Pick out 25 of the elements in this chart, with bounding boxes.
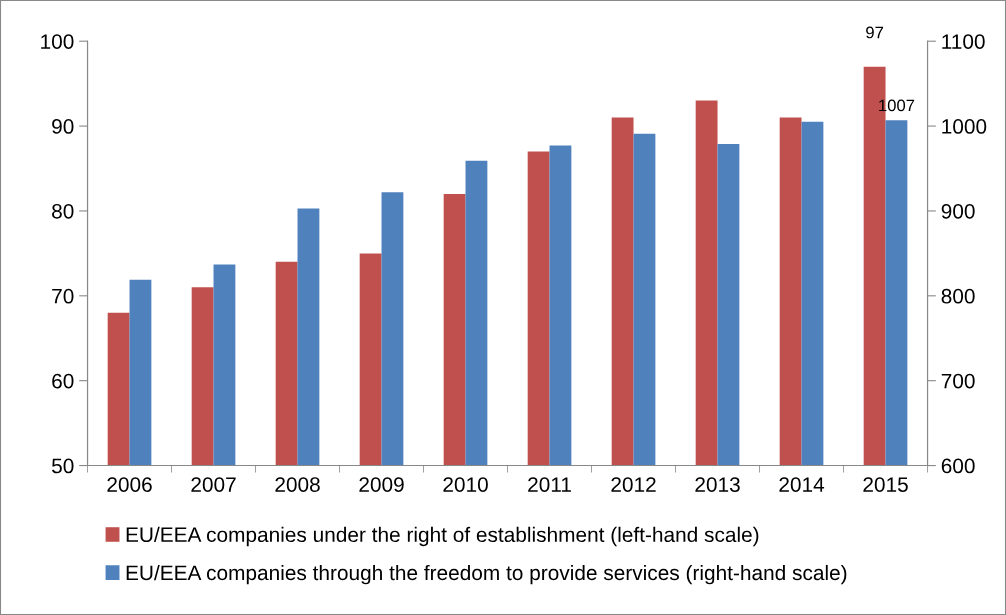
y-tick-label: 90 — [52, 119, 74, 134]
y-tick-label: 70 — [52, 288, 74, 304]
x-tick-label: 2008 — [275, 477, 320, 492]
y2-tick-label: 600 — [941, 458, 975, 474]
x-tick-label: 2006 — [107, 477, 152, 492]
legend-label: EU/EEA companies under the right of establishment (left-hand scale) — [126, 526, 759, 547]
x-tick-label: 2014 — [779, 477, 825, 492]
y-tick-label: 80 — [52, 203, 74, 219]
y2-tick-label: 800 — [941, 288, 975, 304]
x-tick-label: 2011 — [528, 477, 571, 492]
legend-label: EU/EEA companies through the freedom to provide services (right-hand scale) — [126, 564, 847, 585]
x-tick-label: 2010 — [443, 477, 488, 492]
y2-tick-label: 700 — [941, 373, 975, 389]
x-tick-label: 2013 — [695, 477, 740, 492]
x-tick-label: 2007 — [191, 477, 236, 492]
y-tick-label: 50 — [51, 458, 74, 474]
y-tick-label: 100 — [41, 34, 74, 49]
x-tick-label: 2015 — [863, 477, 908, 492]
y2-tick-label: 1100 — [942, 34, 985, 49]
y2-tick-label: 900 — [941, 203, 975, 219]
x-tick-label: 2012 — [611, 477, 656, 492]
y2-tick-label: 1000 — [942, 119, 987, 134]
x-tick-label: 2009 — [359, 477, 404, 492]
data-label: 97 — [866, 26, 884, 39]
y-tick-label: 60 — [52, 373, 74, 389]
